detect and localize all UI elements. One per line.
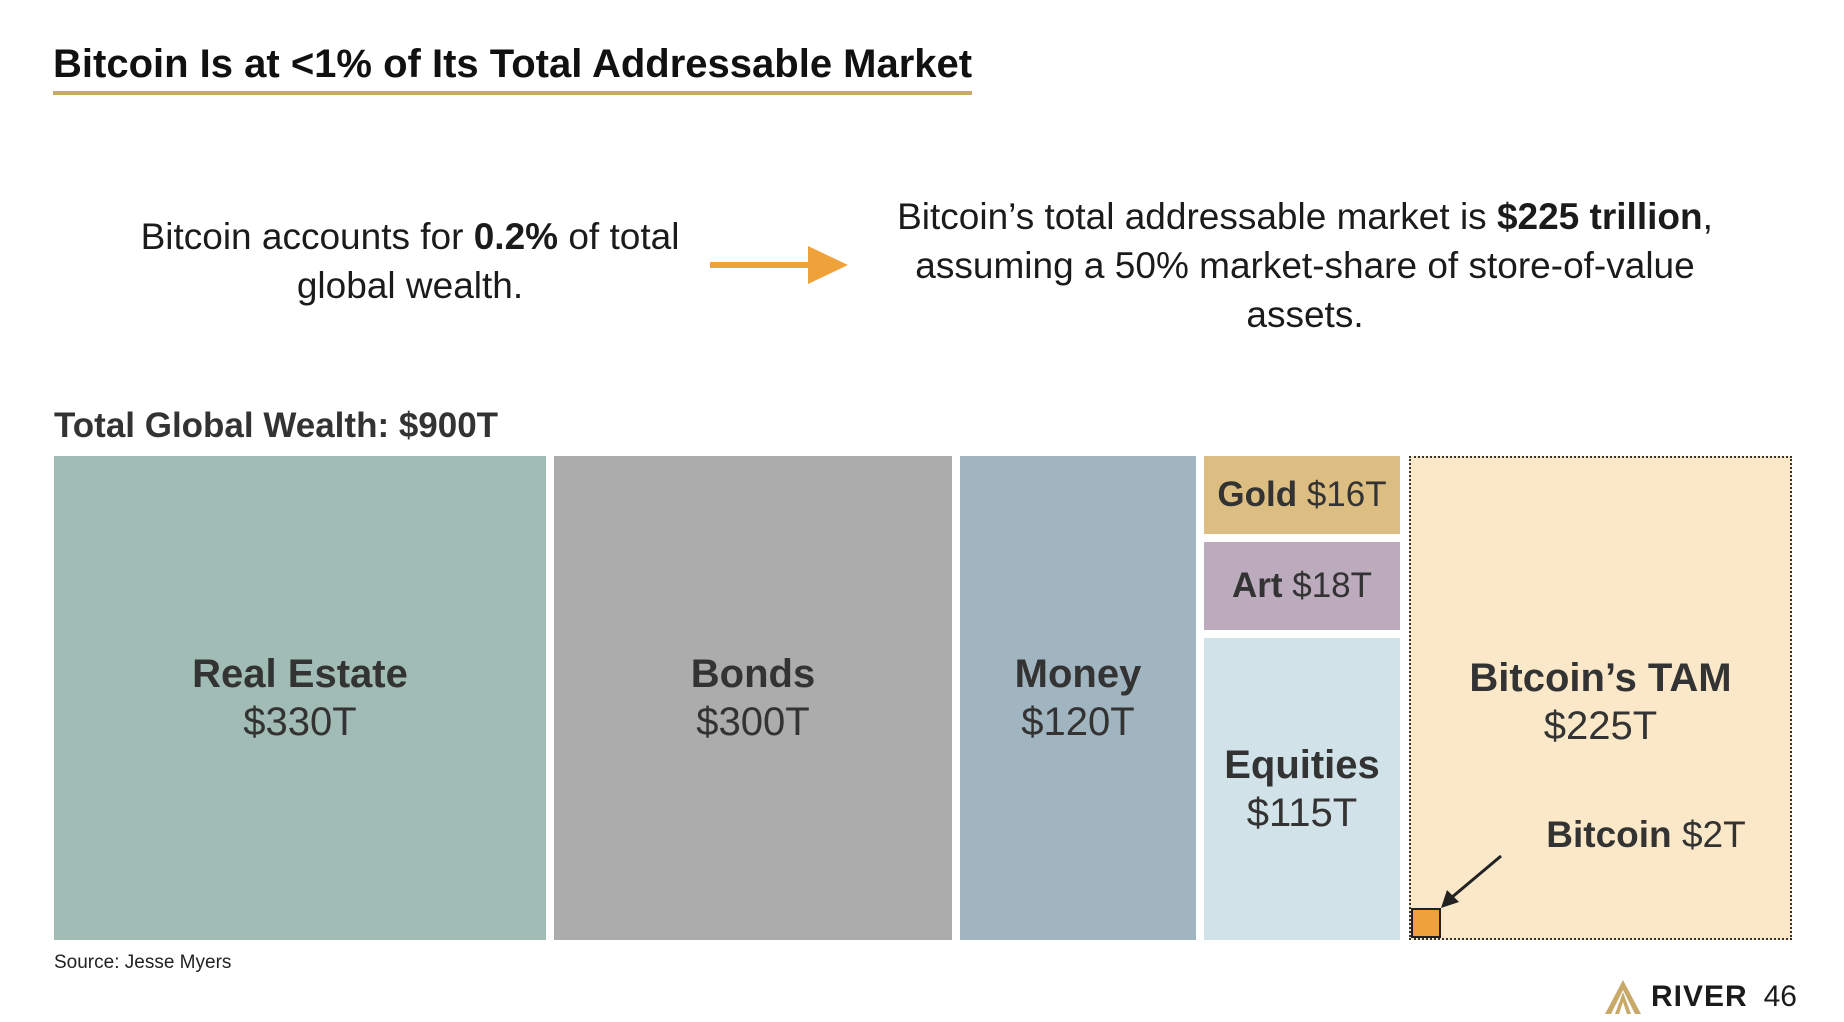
- tam-label: Bitcoin’s TAM $225T: [1411, 654, 1790, 750]
- right-arrow-icon: [710, 246, 848, 284]
- brand-footer: RIVER 46: [1603, 978, 1797, 1016]
- right-statement-bold: $225 trillion: [1496, 196, 1703, 237]
- tile-label: Real Estate: [192, 652, 408, 696]
- right-statement-before: Bitcoin’s total addressable market is: [897, 196, 1497, 237]
- tile-label: Art: [1231, 566, 1283, 605]
- tile-value: $16T: [1306, 475, 1387, 514]
- tile-label: Bonds: [690, 652, 816, 696]
- tam-value: $225T: [1543, 704, 1658, 748]
- tile-value: $115T: [1246, 791, 1358, 835]
- tam-name: Bitcoin’s TAM: [1469, 656, 1732, 700]
- bitcoin-name: Bitcoin: [1546, 814, 1672, 855]
- tile-value: $330T: [243, 700, 357, 744]
- tile-real-estate: Real Estate $330T: [54, 456, 546, 940]
- page-number: 46: [1763, 980, 1797, 1013]
- tile-bitcoin-tam: Bitcoin’s TAM $225T Bitcoin $2T: [1409, 456, 1792, 940]
- right-statement: Bitcoin’s total addressable market is $2…: [895, 192, 1715, 339]
- tile-value: $300T: [696, 700, 810, 744]
- tile-art-text: Art $18T: [1232, 566, 1372, 606]
- left-statement: Bitcoin accounts for 0.2% of total globa…: [120, 212, 700, 310]
- brand-name: RIVER: [1650, 980, 1748, 1013]
- source-note: Source: Jesse Myers: [54, 952, 232, 973]
- tile-art: Art $18T: [1204, 542, 1400, 630]
- tile-money: Money $120T: [960, 456, 1196, 940]
- tile-value: $120T: [1021, 700, 1135, 744]
- bitcoin-value: $2T: [1681, 814, 1746, 855]
- tile-gold-text: Gold $16T: [1217, 475, 1386, 515]
- chart-title: Total Global Wealth: $900T: [54, 406, 499, 445]
- tile-label: Money: [1014, 652, 1142, 696]
- tile-label: Equities: [1224, 743, 1380, 787]
- page-title: Bitcoin Is at <1% of Its Total Addressab…: [53, 42, 973, 95]
- tile-equities: Equities $115T: [1204, 638, 1400, 940]
- left-statement-bold: 0.2%: [473, 216, 559, 257]
- left-statement-before: Bitcoin accounts for: [140, 216, 474, 257]
- bitcoin-square: [1411, 908, 1441, 938]
- bitcoin-label: Bitcoin $2T: [1501, 814, 1791, 856]
- tile-value: $18T: [1292, 566, 1373, 605]
- tile-bonds: Bonds $300T: [554, 456, 952, 940]
- pointer-arrow-icon: [1441, 854, 1502, 908]
- tile-label: Gold: [1217, 475, 1298, 514]
- left-statement-after: of total global wealth.: [296, 216, 680, 306]
- tile-gold: Gold $16T: [1204, 456, 1400, 534]
- right-statement-after: , assuming a 50% market-share of store-o…: [915, 196, 1713, 335]
- river-logo-icon: [1604, 980, 1641, 1014]
